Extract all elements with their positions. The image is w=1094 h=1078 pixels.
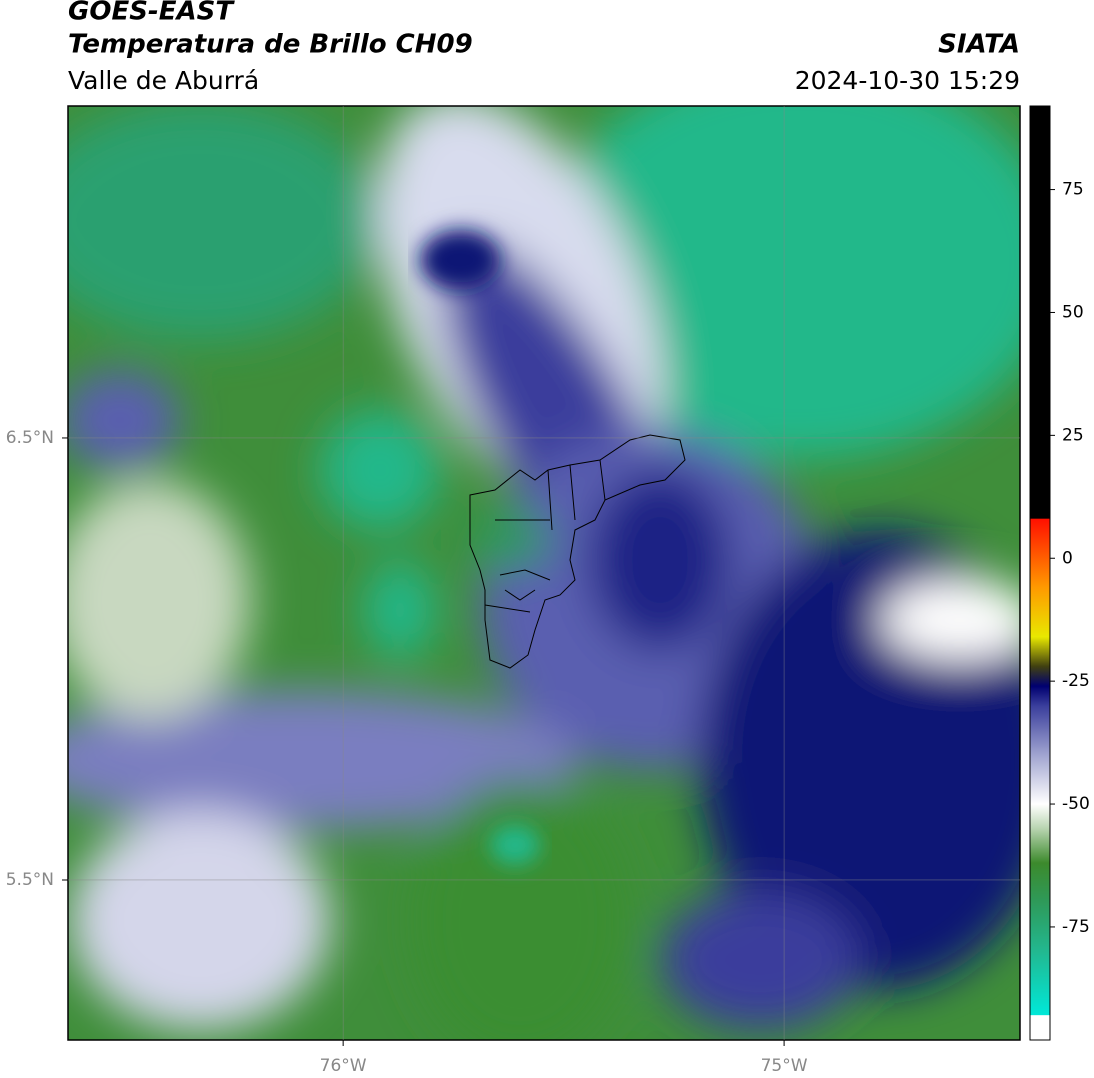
region: Valle de Aburrá (68, 66, 259, 95)
subtitle: Temperatura de Brillo CH09 (68, 30, 473, 60)
colorbar (1029, 105, 1051, 1041)
valley-boundaries (469, 434, 686, 669)
colorbar-tick-label: 50 (1062, 302, 1084, 322)
colorbar-tick-label: -75 (1062, 917, 1090, 937)
source: SIATA (938, 30, 1020, 60)
x-tick-label: 76°W (320, 1056, 367, 1076)
colorbar-tick-label: 0 (1062, 548, 1073, 568)
y-tick-label: 5.5°N (6, 870, 54, 890)
colorbar-tick-label: -50 (1062, 794, 1090, 814)
x-tick-label: 75°W (761, 1056, 808, 1076)
colorbar-tick-label: -25 (1062, 671, 1090, 691)
y-tick-label: 6.5°N (6, 428, 54, 448)
title: GOES-EAST (68, 0, 235, 27)
map-frame (67, 105, 1021, 1041)
colorbar-tick-label: 25 (1062, 425, 1084, 445)
colorbar-tick-label: 75 (1062, 180, 1084, 200)
datetime: 2024-10-30 15:29 (795, 66, 1020, 95)
satellite-image (68, 106, 1020, 1040)
